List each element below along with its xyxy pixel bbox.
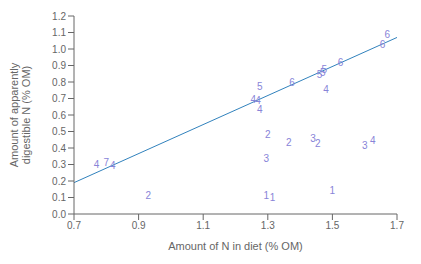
svg-text:1.1: 1.1 xyxy=(52,27,66,38)
svg-text:0.5: 0.5 xyxy=(52,126,66,137)
svg-text:7: 7 xyxy=(104,157,110,168)
svg-text:4: 4 xyxy=(323,84,329,95)
svg-text:3: 3 xyxy=(362,140,368,151)
svg-text:2: 2 xyxy=(286,137,292,148)
svg-text:0.9: 0.9 xyxy=(132,220,146,231)
svg-text:4: 4 xyxy=(257,104,263,115)
svg-text:5: 5 xyxy=(322,64,328,75)
svg-text:0.3: 0.3 xyxy=(52,159,66,170)
svg-text:0.2: 0.2 xyxy=(52,176,66,187)
svg-text:Amount of N in diet (% OM): Amount of N in diet (% OM) xyxy=(168,240,303,252)
svg-text:1.1: 1.1 xyxy=(196,220,210,231)
svg-text:1.0: 1.0 xyxy=(52,44,66,55)
svg-text:0.7: 0.7 xyxy=(52,93,66,104)
svg-text:1.7: 1.7 xyxy=(390,220,404,231)
svg-text:1.3: 1.3 xyxy=(261,220,275,231)
svg-text:0.7: 0.7 xyxy=(67,220,81,231)
svg-text:3: 3 xyxy=(310,133,316,145)
svg-text:0.9: 0.9 xyxy=(52,60,66,71)
svg-text:4: 4 xyxy=(94,159,100,170)
svg-text:0.6: 0.6 xyxy=(52,110,66,121)
svg-text:4: 4 xyxy=(110,160,116,171)
html-text:4 4: 4 4 xyxy=(250,93,261,106)
svg-text:2: 2 xyxy=(315,138,321,149)
svg-text:2: 2 xyxy=(146,190,152,201)
svg-text:1: 1 xyxy=(263,190,269,201)
svg-text:0.4: 0.4 xyxy=(52,143,66,154)
svg-text:2: 2 xyxy=(265,129,271,140)
svg-text:1: 1 xyxy=(330,185,336,196)
svg-text:0.0: 0.0 xyxy=(52,209,66,220)
svg-text:6: 6 xyxy=(385,29,391,40)
svg-text:1.2: 1.2 xyxy=(52,11,66,22)
svg-text:0.8: 0.8 xyxy=(52,77,66,88)
svg-text:1.5: 1.5 xyxy=(325,220,339,231)
svg-text:Amount of apparentlydigestible: Amount of apparentlydigestible N (% OM) xyxy=(8,62,32,167)
svg-text:3: 3 xyxy=(263,153,269,164)
svg-text:6: 6 xyxy=(380,39,386,50)
svg-text:5: 5 xyxy=(257,81,263,92)
svg-text:4: 4 xyxy=(370,135,376,146)
svg-text:0.1: 0.1 xyxy=(52,192,66,203)
svg-text:1: 1 xyxy=(270,192,276,203)
svg-text:6: 6 xyxy=(338,57,344,68)
svg-text:6: 6 xyxy=(289,77,295,88)
